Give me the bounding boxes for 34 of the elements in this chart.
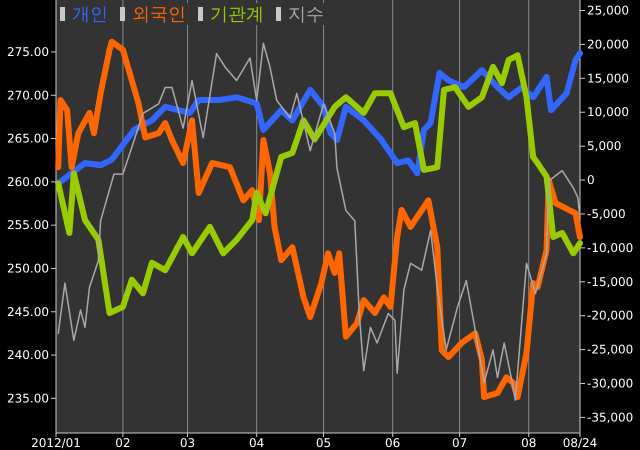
y2-tick-label: -15,000 [587,274,634,289]
y-tick-label: 240.00 [7,348,49,362]
x-tick-label: 05 [316,436,332,450]
y-tick-label: 275.00 [7,44,49,59]
y2-tick-label: 10,000 [587,105,629,120]
y2-tick-label: -10,000 [587,240,634,255]
y-tick-label: 270.00 [7,88,49,102]
x-tick-label: 08 [521,436,536,450]
x-tick-label: 08/24 [562,436,598,450]
series-label: 지수 [288,4,324,25]
y2-tick-label: -5,000 [587,206,626,221]
y2-tick-label: 20,000 [587,37,629,52]
x-tick-label: 02 [115,436,131,450]
series-label: 외국인 [132,4,186,25]
y-tick-label: 235.00 [7,391,49,406]
y2-tick-label: -30,000 [587,376,634,390]
x-tick-label: 06 [385,436,400,450]
x-tick-label: 07 [452,436,468,450]
y2-tick-label: 15,000 [587,71,629,86]
y-tick-label: 255.00 [7,218,49,232]
y2-tick-label: 0 [587,173,595,188]
y2-tick-label: 5,000 [587,139,622,154]
x-tick-label: 04 [249,436,264,450]
x-tick-label: 03 [180,436,196,450]
legend: 개인 외국인 기관계 지수 [60,3,326,25]
y-tick-label: 265.00 [7,132,49,146]
x-tick-label: 2012/01 [31,436,81,450]
y-tick-label: 260.00 [7,174,49,189]
y2-tick-label: -25,000 [587,342,634,357]
y-tick-label: 250.00 [7,261,49,276]
y2-tick-label: -35,000 [587,410,634,424]
y-tick-label: 245.00 [7,304,49,319]
y2-tick-label: 25,000 [587,4,629,18]
y2-tick-label: -20,000 [587,308,634,323]
